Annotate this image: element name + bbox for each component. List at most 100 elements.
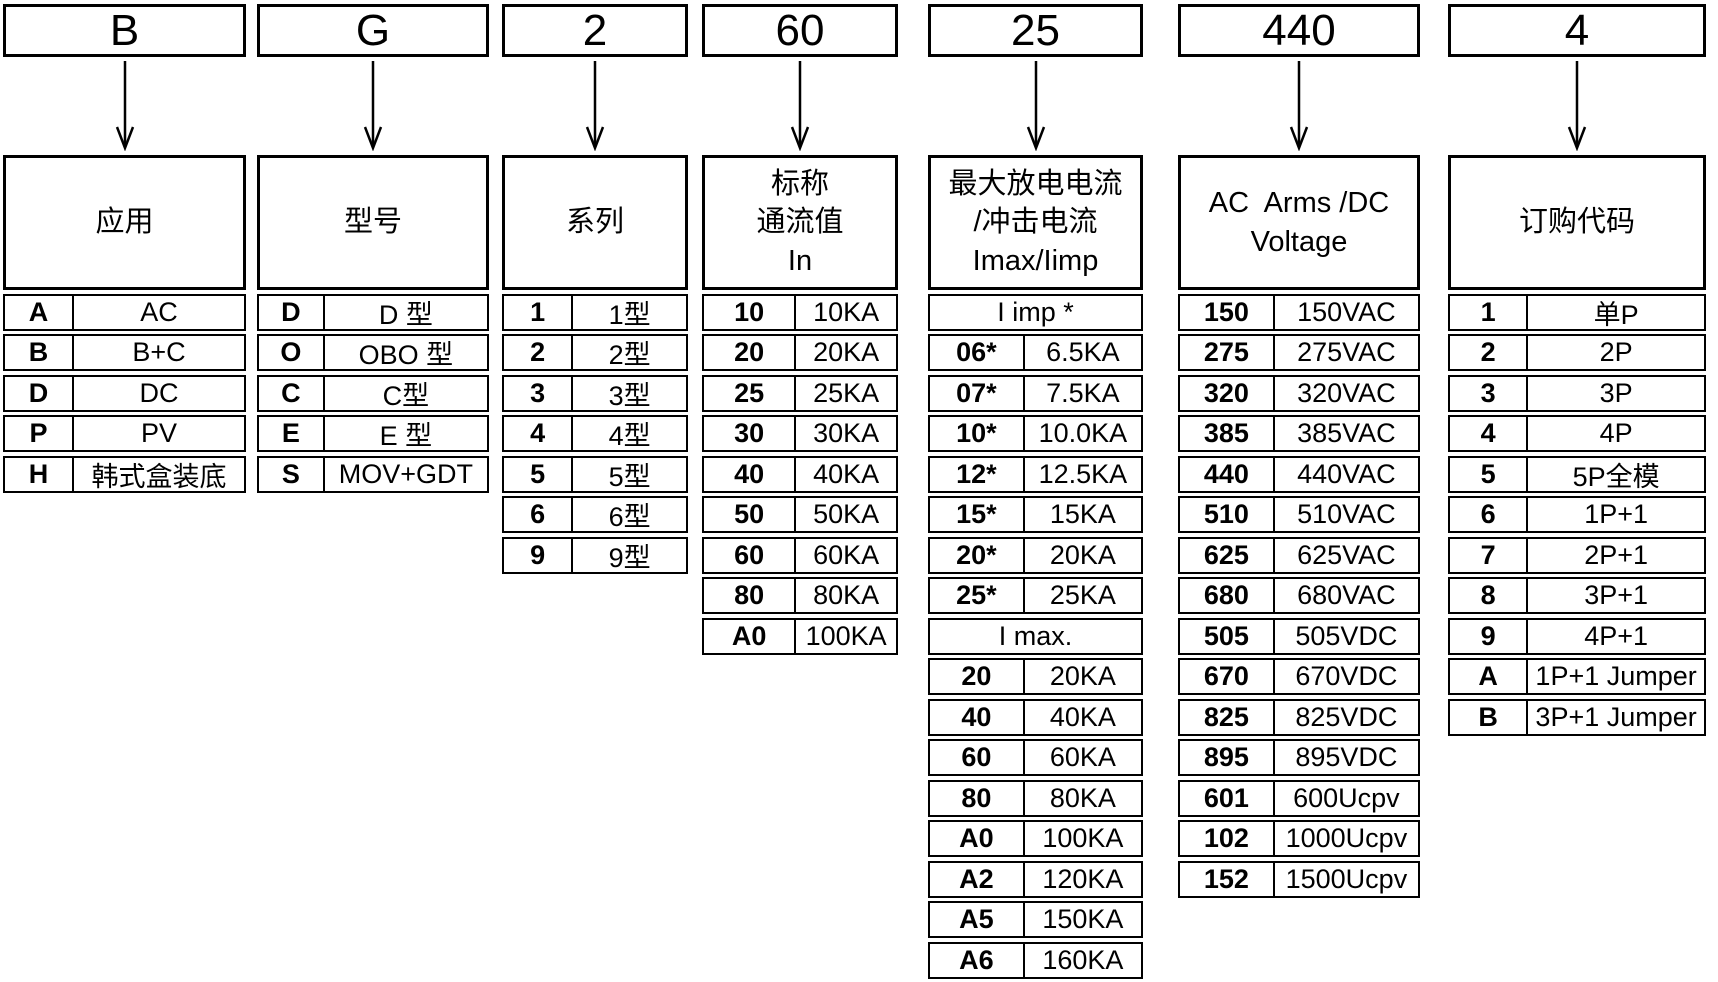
table-row: 12* 12.5KA: [928, 455, 1143, 493]
table-row: 825 825VDC: [1178, 698, 1420, 736]
value-cell: 625VAC: [1297, 539, 1396, 570]
value-cell: 30KA: [813, 418, 880, 448]
table-header-line: AC Arms /DC: [1208, 187, 1390, 220]
code-cell: S: [259, 457, 325, 491]
value-cell: 895VDC: [1295, 742, 1398, 772]
value-cell: 7.5KA: [1046, 377, 1120, 408]
code-cell: E: [259, 417, 325, 450]
table-row: 680 680VAC: [1178, 577, 1420, 614]
ordering-column-2: G 型号 D D 型 O OBO 型 C C型 E E 型 S MOV+GDT: [257, 4, 489, 493]
value-cell: DC: [139, 377, 179, 408]
code-cell: 5: [504, 457, 574, 491]
code-cell: 07*: [930, 376, 1025, 410]
code-cell: 2: [504, 336, 574, 369]
table-header: 应用: [3, 155, 246, 290]
value-cell: 12.5KA: [1038, 458, 1128, 489]
code-cell: 20: [930, 660, 1025, 693]
code-cell: D: [259, 295, 325, 329]
table-row: A5 150KA: [928, 901, 1143, 938]
table-row: 320 320VAC: [1178, 374, 1420, 412]
table-row: 40 40KA: [702, 455, 898, 493]
table-row: 20 20KA: [702, 334, 898, 371]
table-row: 1 单P: [1448, 293, 1706, 331]
ordering-column-3: 2 系列 1 1型 2 2型 3 3型 4 4型 5 5型 6 6型 9 9型: [502, 4, 688, 574]
table-row: 152 1500Ucpv: [1178, 860, 1420, 898]
table-row: 07* 7.5KA: [928, 374, 1143, 412]
value-cell: 120KA: [1042, 863, 1124, 894]
value-cell: 440VAC: [1297, 458, 1396, 489]
code-cell: 825: [1180, 700, 1275, 734]
table-row: 1 1型: [502, 293, 688, 331]
code-cell: A6: [930, 943, 1025, 977]
code-cell: 50: [704, 498, 797, 531]
code-cell: 40: [704, 457, 797, 491]
table-row: 385 385VAC: [1178, 415, 1420, 452]
code-cell: 7: [1450, 538, 1529, 572]
value-cell: 25KA: [813, 377, 880, 408]
code-cell: 1: [1450, 295, 1529, 329]
code-cell: 3: [504, 376, 574, 410]
table-row: 5 5P全模: [1448, 455, 1706, 493]
table-row: 10 10KA: [702, 293, 898, 331]
code-cell: 9: [1450, 619, 1529, 653]
table-row: 5 5型: [502, 455, 688, 493]
code-value: 440: [1262, 5, 1336, 55]
code-cell: 06*: [930, 336, 1025, 369]
code-cell: 601: [1180, 781, 1275, 815]
code-cell: 440: [1180, 457, 1275, 491]
ordering-column-1: B 应用 A AC B B+C D DC P PV H 韩式盒装底: [3, 4, 246, 493]
table-row: A6 160KA: [928, 941, 1143, 979]
table-row: 6 1P+1: [1448, 496, 1706, 533]
value-cell: 1型: [608, 299, 651, 330]
code-cell: 20: [704, 336, 797, 369]
table-row: B B+C: [3, 334, 246, 371]
code-cell: 5: [1450, 457, 1529, 491]
code-cell: D: [5, 376, 74, 410]
table-row: 8 3P+1: [1448, 577, 1706, 614]
value-cell: OBO 型: [358, 340, 454, 370]
code-cell: 9: [504, 538, 574, 572]
code-cell: 60: [930, 741, 1025, 774]
value-cell: E 型: [379, 421, 433, 451]
table-body: D D 型 O OBO 型 C C型 E E 型 S MOV+GDT: [257, 293, 489, 493]
table-row: 9 9型: [502, 536, 688, 574]
table-row: 505 505VDC: [1178, 617, 1420, 655]
code-cell: 6: [1450, 498, 1529, 531]
code-cell: 80: [704, 579, 797, 612]
table-row: 3 3型: [502, 374, 688, 412]
table-body: 1 单P 2 2P 3 3P 4 4P 5 5P全模 6 1P+1 7 2P+1 8 3P+1 9 4P+1 A 1P…: [1448, 293, 1706, 736]
code-cell: 10*: [930, 417, 1025, 450]
table-row: 80 80KA: [928, 779, 1143, 817]
value-cell: 10KA: [813, 296, 880, 327]
code-cell: 6: [504, 498, 574, 531]
table-header-line: 标称: [770, 168, 829, 201]
table-row: 102 1000Ucpv: [1178, 820, 1420, 857]
down-arrow-icon: [585, 61, 605, 151]
lookup-table: 系列 1 1型 2 2型 3 3型 4 4型 5 5型 6 6型 9 9型: [502, 155, 688, 574]
value-cell: 825VDC: [1295, 701, 1398, 732]
value-cell: 320VAC: [1297, 377, 1396, 408]
code-value: 60: [775, 5, 825, 55]
value-cell: 40KA: [813, 458, 880, 489]
table-row: 440 440VAC: [1178, 455, 1420, 493]
value-cell: 505VDC: [1295, 620, 1398, 651]
value-cell: 6.5KA: [1046, 337, 1120, 367]
value-cell: 1500Ucpv: [1285, 863, 1408, 894]
table-header-line: 订购代码: [1518, 206, 1635, 239]
code-cell: 670: [1180, 660, 1275, 693]
code-cell: 15*: [930, 498, 1025, 531]
code-cell: 3: [1450, 376, 1529, 410]
table-row: P PV: [3, 415, 246, 452]
code-value: 25: [1011, 5, 1060, 55]
value-cell: 4型: [608, 421, 651, 451]
table-body: 1 1型 2 2型 3 3型 4 4型 5 5型 6 6型 9 9型: [502, 293, 688, 574]
down-arrow-icon: [1567, 61, 1587, 151]
value-cell: 6型: [608, 502, 651, 532]
value-cell: 670VDC: [1295, 661, 1398, 691]
table-row: 30 30KA: [702, 415, 898, 452]
value-cell: 510VAC: [1297, 499, 1396, 529]
lookup-table: AC Arms /DC Voltage 150 150VAC 275 275VAC 320…: [1178, 155, 1420, 898]
down-arrow-icon: [1289, 61, 1309, 151]
value-cell: 3型: [608, 380, 651, 411]
table-subheader-row: I max.: [928, 617, 1143, 655]
